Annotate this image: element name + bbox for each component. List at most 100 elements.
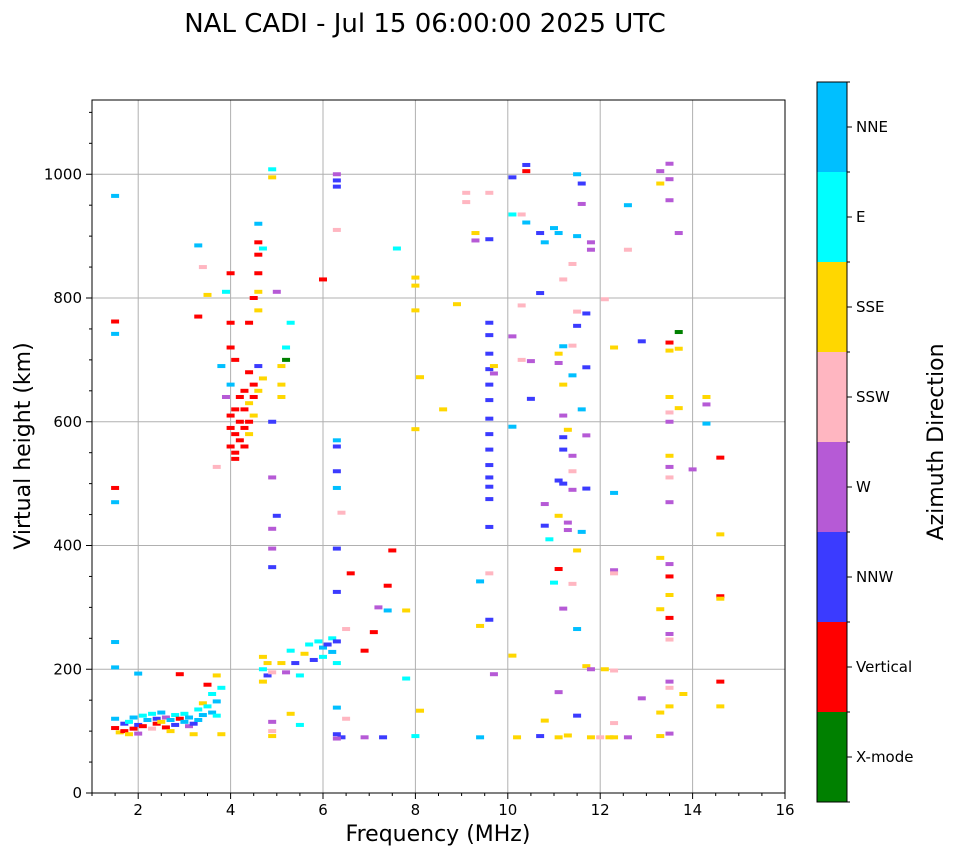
y-tick-label: 200 [53, 660, 82, 678]
data-point [332, 661, 341, 666]
data-point [111, 716, 120, 721]
data-point [300, 651, 309, 656]
data-point [332, 227, 341, 232]
data-point [586, 667, 595, 672]
data-point [582, 365, 591, 370]
data-point [517, 212, 526, 217]
data-point [332, 444, 341, 449]
data-point [185, 724, 194, 729]
data-point [291, 661, 300, 666]
data-point [674, 346, 683, 351]
data-point [148, 711, 157, 716]
data-point [212, 464, 221, 469]
data-point [282, 670, 291, 675]
data-point [554, 513, 563, 518]
data-point [716, 679, 725, 684]
data-point [674, 330, 683, 335]
x-tick-label: 2 [133, 801, 143, 819]
data-point [254, 308, 263, 313]
y-tick-label: 0 [72, 784, 82, 802]
data-point [143, 717, 152, 722]
colorbar-category-label: SSW [856, 388, 890, 406]
data-point [277, 661, 286, 666]
data-point [180, 711, 189, 716]
data-point [526, 359, 535, 364]
data-point [517, 357, 526, 362]
data-point [573, 548, 582, 553]
data-point [563, 427, 572, 432]
data-point [489, 364, 498, 369]
data-point [665, 500, 674, 505]
data-point [665, 685, 674, 690]
data-point [485, 367, 494, 372]
colorbar-frame [816, 81, 848, 803]
data-point [416, 375, 425, 380]
data-point [134, 731, 143, 736]
data-point [282, 345, 291, 350]
data-point [245, 370, 254, 375]
data-point [240, 425, 249, 430]
data-point [577, 407, 586, 412]
data-point [485, 351, 494, 356]
data-point [476, 579, 485, 584]
data-point [489, 672, 498, 677]
data-point [175, 672, 184, 677]
data-point [559, 382, 568, 387]
data-point [226, 444, 235, 449]
data-point [152, 716, 161, 721]
data-point [485, 190, 494, 195]
data-point [559, 481, 568, 486]
data-point [485, 382, 494, 387]
data-point [272, 289, 281, 294]
colorbar-category-label: X-mode [856, 748, 913, 766]
data-point [471, 238, 480, 243]
data-point [688, 467, 697, 472]
data-point [573, 172, 582, 177]
data-point [111, 640, 120, 645]
data-point [212, 673, 221, 678]
colorbar-category-label: E [856, 208, 865, 226]
data-point [360, 648, 369, 653]
data-point [111, 665, 120, 670]
data-point [332, 589, 341, 594]
data-point [240, 388, 249, 393]
data-point [610, 735, 619, 740]
data-point [610, 490, 619, 495]
x-axis-label: Frequency (MHz) [346, 822, 531, 847]
data-point [157, 719, 166, 724]
data-point [111, 485, 120, 490]
data-point [665, 475, 674, 480]
data-point [332, 485, 341, 490]
data-point [217, 732, 226, 737]
data-point [249, 296, 258, 300]
data-point [665, 419, 674, 424]
data-point [582, 486, 591, 491]
data-point [268, 670, 277, 675]
data-point [540, 523, 549, 528]
data-point [295, 673, 304, 678]
data-point [258, 667, 267, 672]
data-point [226, 320, 235, 325]
x-tick-label: 6 [318, 801, 328, 819]
x-tick-label: 8 [411, 801, 421, 819]
data-point [554, 478, 563, 483]
data-point [596, 735, 605, 740]
data-point [439, 407, 448, 412]
data-point [171, 713, 180, 718]
data-point [240, 407, 249, 412]
data-point [392, 246, 401, 251]
data-point [526, 396, 535, 401]
data-point [485, 463, 494, 468]
data-point [226, 413, 235, 418]
data-point [277, 382, 286, 387]
data-point [231, 407, 240, 412]
y-tick-label: 400 [53, 537, 82, 555]
data-point [559, 606, 568, 611]
data-point [286, 711, 295, 716]
data-point [665, 340, 674, 345]
data-point [231, 432, 240, 437]
data-point [559, 447, 568, 452]
data-point [166, 717, 175, 722]
data-point [245, 401, 254, 406]
data-point [282, 357, 291, 362]
